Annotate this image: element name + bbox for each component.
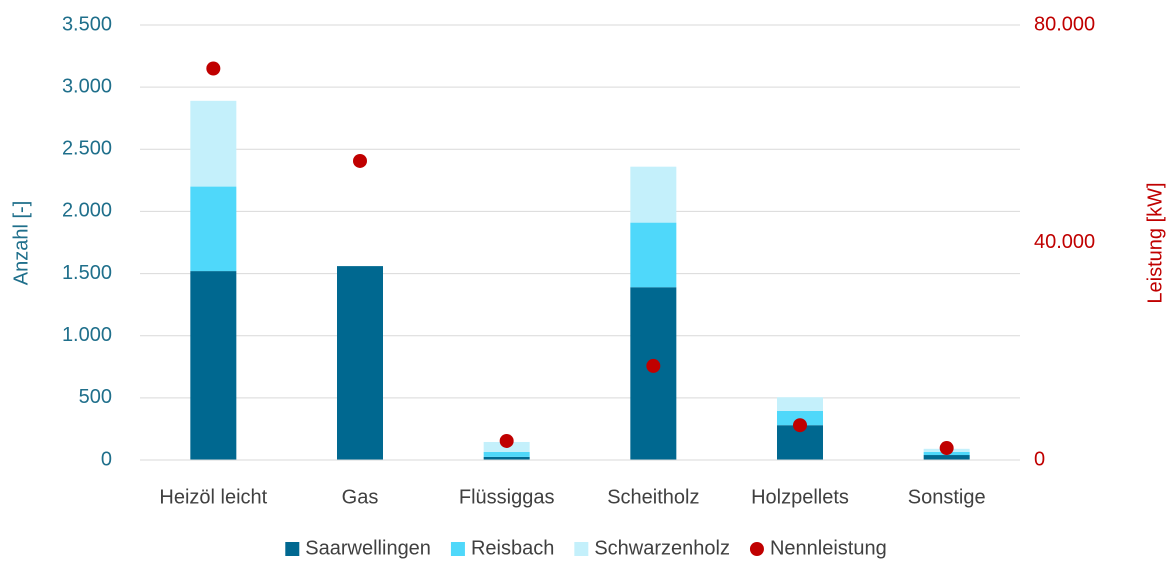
- scatter-point: [939, 441, 954, 456]
- bar: [190, 100, 237, 187]
- bar: [630, 287, 677, 460]
- y2-tick-label: 40.000: [1034, 231, 1095, 253]
- y-tick-label: 0: [101, 448, 112, 470]
- bar: [190, 186, 237, 272]
- bar: [337, 266, 383, 460]
- scatter-point: [793, 418, 807, 433]
- legend-symbol: [450, 542, 465, 556]
- y2-axis-label: Leistung [kW]: [1144, 182, 1166, 303]
- y-tick-label: 3.000: [62, 75, 112, 97]
- legend-symbol: [285, 542, 300, 556]
- bar: [190, 271, 237, 460]
- legend-symbol: [749, 542, 764, 556]
- legend-label: Reisbach: [471, 537, 554, 559]
- scatter-point: [353, 153, 367, 168]
- legend-label: Saarwellingen: [305, 537, 431, 559]
- legend-symbol: [574, 542, 589, 556]
- scatter-point: [499, 433, 514, 448]
- y2-tick-label: 0: [1034, 448, 1045, 470]
- scatter-point: [206, 61, 221, 76]
- y-axis-label: Anzahl [-]: [10, 201, 32, 285]
- x-tick-label: Sonstige: [908, 486, 986, 508]
- legend-label: Nennleistung: [770, 537, 887, 559]
- bar: [923, 455, 970, 460]
- x-tick-label: Gas: [342, 486, 379, 508]
- x-tick-label: Flüssiggas: [459, 486, 555, 508]
- x-tick-label: Scheitholz: [607, 486, 699, 508]
- y-tick-label: 2.500: [62, 138, 112, 160]
- bar: [777, 410, 823, 426]
- y2-tick-label: 80.000: [1034, 13, 1095, 35]
- y-tick-label: 500: [79, 386, 112, 408]
- bar: [483, 456, 530, 460]
- bar: [630, 166, 677, 223]
- bar: [483, 451, 530, 457]
- x-tick-label: Heizöl leicht: [159, 486, 267, 508]
- legend-label: Schwarzenholz: [594, 537, 730, 559]
- y-tick-label: 1.000: [62, 324, 112, 346]
- y-tick-label: 2.000: [62, 200, 112, 222]
- y-tick-label: 3.500: [62, 13, 112, 35]
- x-tick-label: Holzpellets: [751, 486, 849, 508]
- bar: [777, 397, 823, 411]
- scatter-point: [646, 358, 661, 373]
- bar: [630, 222, 677, 288]
- y-tick-label: 1.500: [62, 262, 112, 284]
